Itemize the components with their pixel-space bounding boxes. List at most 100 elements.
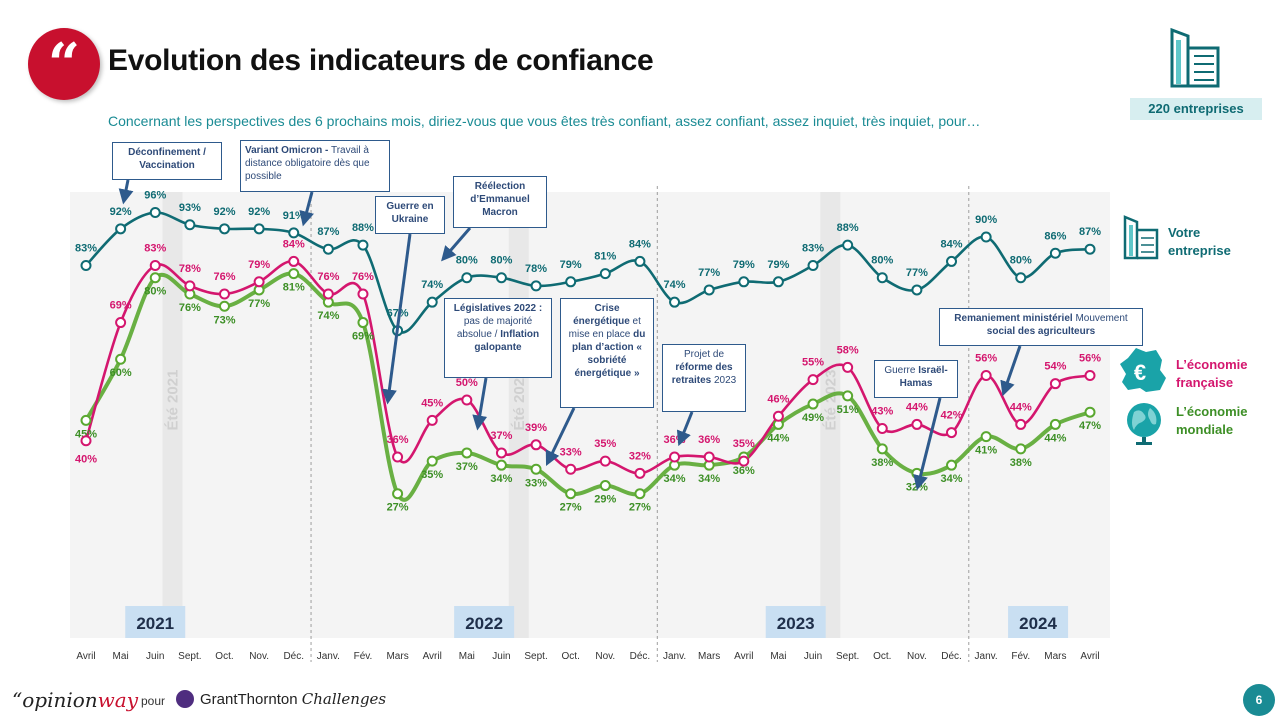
data-point xyxy=(911,418,923,430)
data-label: 78% xyxy=(179,263,201,275)
data-label: 80% xyxy=(144,286,166,298)
data-point xyxy=(184,280,196,292)
data-point xyxy=(149,207,161,219)
data-point xyxy=(288,255,300,267)
data-label: 90% xyxy=(975,214,997,226)
data-point xyxy=(980,231,992,243)
annotation-macron-reelection: Réélection d’Emmanuel Macron xyxy=(453,176,547,228)
data-point xyxy=(115,317,127,329)
x-tick-label: Juin xyxy=(492,651,510,662)
summer-band xyxy=(162,192,183,638)
globe-icon xyxy=(1127,403,1161,445)
data-label: 51% xyxy=(837,404,859,416)
data-point xyxy=(738,455,750,467)
data-point xyxy=(980,431,992,443)
data-label: 96% xyxy=(144,190,166,202)
data-point xyxy=(1015,443,1027,455)
data-point xyxy=(599,455,611,467)
data-point xyxy=(80,435,92,447)
quote-logo: “ xyxy=(28,28,100,100)
annotation-pension-reform: Projet de réforme des retraites 2023 xyxy=(662,344,746,412)
annotation-legislatives: Législatives 2022 : pas de majorité abso… xyxy=(444,298,552,378)
x-tick-label: Janv. xyxy=(663,651,686,662)
summer-band xyxy=(820,192,841,638)
opinionway-logo: “opinionway xyxy=(12,688,139,712)
data-point xyxy=(946,459,958,471)
data-point xyxy=(495,459,507,471)
data-label: 27% xyxy=(629,502,651,514)
data-label: 83% xyxy=(802,243,824,255)
data-label: 45% xyxy=(75,428,97,440)
year-box xyxy=(1008,606,1069,638)
data-label: 80% xyxy=(1010,255,1032,267)
data-point xyxy=(738,276,750,288)
data-label: 37% xyxy=(456,461,478,473)
data-point xyxy=(461,272,473,284)
data-label: 55% xyxy=(802,357,824,369)
grantthornton-mark-icon xyxy=(176,690,194,708)
x-tick-label: Janv. xyxy=(317,651,340,662)
data-point xyxy=(1049,418,1061,430)
data-label: 69% xyxy=(110,300,132,312)
year-box xyxy=(765,606,826,638)
data-label: 34% xyxy=(664,473,686,485)
x-tick-label: Juin xyxy=(146,651,164,662)
footer-pour-text: pour xyxy=(141,694,166,708)
page-title: Evolution des indicateurs de confiance xyxy=(108,44,654,77)
data-label: 49% xyxy=(802,412,824,424)
building-icon xyxy=(1170,27,1220,88)
legend-building-icon xyxy=(1123,215,1159,260)
data-point xyxy=(357,317,369,329)
data-point xyxy=(876,443,888,455)
x-tick-label: Mars xyxy=(698,651,720,662)
x-tick-label: Mai xyxy=(770,651,786,662)
data-label: 34% xyxy=(941,473,963,485)
x-tick-label: Mai xyxy=(459,651,475,662)
data-point xyxy=(392,488,404,500)
data-point xyxy=(565,463,577,475)
annotation-arrow xyxy=(441,227,472,262)
annotation-arrow xyxy=(299,191,314,227)
year-label: 2022 xyxy=(465,614,503,633)
data-point xyxy=(530,280,542,292)
data-label: 46% xyxy=(767,393,789,405)
data-label: 79% xyxy=(733,259,755,271)
data-point xyxy=(184,219,196,231)
data-label: 37% xyxy=(490,430,512,442)
summer-label: Été 2022 xyxy=(511,370,528,431)
x-tick-label: Avril xyxy=(1080,651,1099,662)
data-label: 87% xyxy=(317,226,339,238)
data-label: 76% xyxy=(213,271,235,283)
data-label: 60% xyxy=(110,367,132,379)
data-point xyxy=(911,284,923,296)
data-label: 79% xyxy=(767,259,789,271)
x-tick-label: Juin xyxy=(804,651,822,662)
data-point xyxy=(876,423,888,434)
data-point xyxy=(634,488,646,500)
data-point xyxy=(1084,243,1096,255)
data-point xyxy=(218,288,230,300)
data-label: 88% xyxy=(352,222,374,234)
data-label: 87% xyxy=(1079,226,1101,238)
data-point xyxy=(530,463,542,475)
legend-entreprise-label: Votre entreprise xyxy=(1168,225,1231,258)
data-label: 54% xyxy=(1044,361,1066,373)
data-label: 27% xyxy=(387,502,409,514)
data-label: 33% xyxy=(525,477,547,489)
annotation-arrow xyxy=(472,377,488,431)
data-point xyxy=(669,296,681,308)
data-point xyxy=(253,223,265,235)
data-point xyxy=(461,447,473,459)
data-label: 74% xyxy=(664,279,686,291)
annotation-arrow xyxy=(545,407,576,467)
year-label: 2024 xyxy=(1019,614,1057,633)
x-tick-label: Fév. xyxy=(1011,651,1030,662)
data-label: 73% xyxy=(213,314,235,326)
data-point xyxy=(426,455,438,467)
summer-label: Été 2021 xyxy=(165,370,182,431)
data-label: 91% xyxy=(283,210,305,222)
x-tick-label: Nov. xyxy=(907,651,927,662)
data-label: 80% xyxy=(456,255,478,267)
data-label: 36% xyxy=(698,434,720,446)
